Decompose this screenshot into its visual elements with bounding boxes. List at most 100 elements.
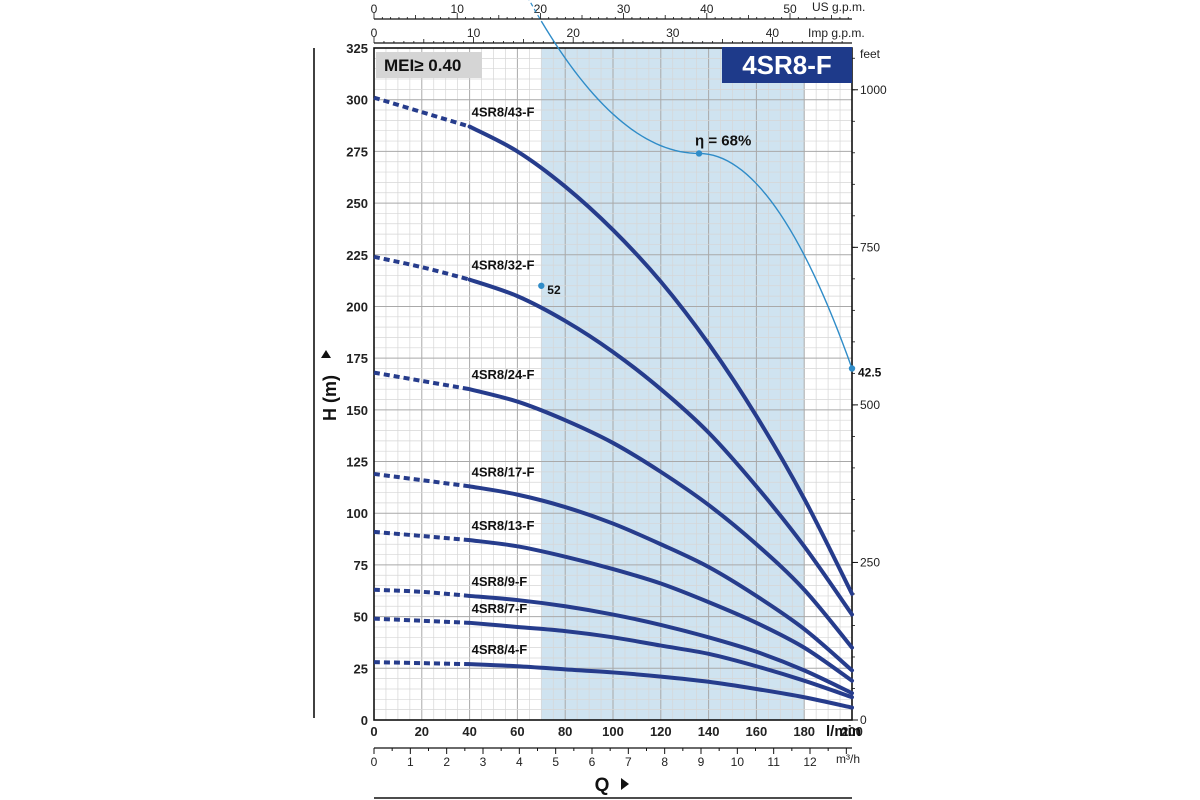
efficiency-point bbox=[695, 150, 703, 157]
y-tick-label: 200 bbox=[346, 299, 368, 314]
us-gpm-unit-label: US g.p.m. bbox=[812, 0, 865, 14]
pump-curve-dashed bbox=[373, 529, 470, 543]
pump-curve-label: 4SR8/43-F bbox=[472, 105, 535, 120]
efficiency-point bbox=[538, 282, 545, 289]
m3h-tick-label: 3 bbox=[480, 755, 487, 769]
x-tick-label: 180 bbox=[793, 724, 815, 739]
x-tick-label: 200 bbox=[841, 724, 863, 739]
x-tick-label: 80 bbox=[558, 724, 572, 739]
pump-curve-label: 4SR8/9-F bbox=[472, 574, 528, 589]
efficiency-point bbox=[848, 365, 856, 372]
m3h-tick-label: 1 bbox=[407, 755, 414, 769]
feet-tick-label: 500 bbox=[860, 398, 880, 412]
y-tick-label: 100 bbox=[346, 506, 368, 521]
imp-gpm-unit-label: Imp g.p.m. bbox=[808, 26, 865, 40]
mei-badge-bg bbox=[376, 52, 482, 78]
m3h-tick-label: 12 bbox=[803, 755, 817, 769]
feet-tick-label: 0 bbox=[860, 713, 867, 727]
chart-title: 4SR8-F bbox=[742, 50, 832, 80]
pump-curve bbox=[467, 593, 854, 696]
x-axis-label: Q bbox=[595, 775, 610, 796]
efficiency-peak-label: η = 68% bbox=[695, 132, 751, 149]
pump-curve-dashed bbox=[373, 660, 470, 667]
imp-gpm-tick-label: 30 bbox=[666, 26, 680, 40]
pump-curve bbox=[467, 538, 854, 683]
us-gpm-tick-label: 40 bbox=[700, 2, 714, 16]
x-unit-label: l/min bbox=[826, 723, 861, 740]
us-gpm-tick-label: 0 bbox=[371, 2, 378, 16]
pump-curve-dashed bbox=[373, 616, 470, 625]
x-tick-label: 60 bbox=[510, 724, 524, 739]
imp-gpm-tick-label: 20 bbox=[567, 26, 581, 40]
pump-curve-dashed bbox=[373, 254, 471, 282]
y-tick-label: 275 bbox=[346, 144, 368, 159]
m3h-tick-label: 5 bbox=[552, 755, 559, 769]
pump-curve bbox=[467, 620, 854, 700]
x-tick-label: 140 bbox=[698, 724, 720, 739]
m3h-tick-label: 0 bbox=[371, 755, 378, 769]
m3h-tick-label: 11 bbox=[767, 755, 780, 769]
y-tick-label: 325 bbox=[346, 41, 368, 56]
m3h-tick-label: 10 bbox=[731, 755, 745, 769]
efficiency-point-label: 42.5 bbox=[858, 365, 882, 379]
pump-curve bbox=[467, 662, 854, 710]
pump-curve-label: 4SR8/24-F bbox=[472, 367, 535, 382]
pump-curve-dashed bbox=[373, 95, 471, 129]
feet-tick-label: 750 bbox=[860, 240, 880, 254]
pump-curve-dashed bbox=[373, 471, 470, 489]
pump-curve-dashed bbox=[373, 587, 470, 598]
us-gpm-tick-label: 30 bbox=[617, 2, 631, 16]
y-axis-label: H (m) bbox=[320, 375, 340, 421]
pump-curve bbox=[467, 387, 854, 650]
y-tick-label: 50 bbox=[354, 610, 368, 625]
pump-curve bbox=[467, 277, 854, 617]
title-badge-bg bbox=[722, 47, 852, 83]
us-gpm-tick-label: 50 bbox=[783, 2, 797, 16]
x-tick-label: 20 bbox=[415, 724, 429, 739]
y-axis-arrow-icon bbox=[321, 350, 331, 358]
y-tick-label: 75 bbox=[354, 558, 368, 573]
pump-curve-dashed bbox=[373, 370, 470, 392]
imp-gpm-tick-label: 10 bbox=[467, 26, 481, 40]
pump-curve-label: 4SR8/13-F bbox=[472, 518, 535, 533]
us-gpm-tick-label: 20 bbox=[534, 2, 548, 16]
pump-curve-label: 4SR8/32-F bbox=[472, 258, 535, 273]
efficiency-layer: 52 42.5 η = 68% bbox=[528, 0, 882, 379]
x-tick-label: 40 bbox=[462, 724, 476, 739]
pump-curve-label: 4SR8/7-F bbox=[472, 601, 528, 616]
pump-curve bbox=[467, 124, 854, 596]
y-tick-label: 125 bbox=[346, 455, 368, 470]
m3h-tick-label: 4 bbox=[516, 755, 523, 769]
mei-label: MEI≥ 0.40 bbox=[384, 56, 461, 75]
m3h-tick-label: 2 bbox=[443, 755, 450, 769]
pump-curve-label: 4SR8/17-F bbox=[472, 464, 535, 479]
m3h-tick-label: 9 bbox=[698, 755, 705, 769]
imp-gpm-tick-label: 40 bbox=[766, 26, 780, 40]
curves-layer: 4SR8/43-F 4SR8/32-F 4SR8/24-F 4SR8/17-F 4SR8… bbox=[373, 95, 854, 710]
y-tick-label: 25 bbox=[354, 661, 368, 676]
x-axis-arrow-icon bbox=[621, 778, 629, 790]
bottom-unit-label: m³/h bbox=[836, 752, 860, 766]
y-tick-label: 225 bbox=[346, 248, 368, 263]
y-tick-label: 150 bbox=[346, 403, 368, 418]
pump-curve-label: 4SR8/4-F bbox=[472, 642, 528, 657]
m3h-tick-label: 8 bbox=[661, 755, 668, 769]
m3h-tick-label: 7 bbox=[625, 755, 632, 769]
x-tick-label: 160 bbox=[746, 724, 768, 739]
imp-gpm-tick-label: 0 bbox=[371, 26, 378, 40]
m3h-tick-label: 6 bbox=[589, 755, 596, 769]
efficiency-point-label: 52 bbox=[547, 283, 561, 297]
x-tick-label: 120 bbox=[650, 724, 672, 739]
x-tick-label: 100 bbox=[602, 724, 624, 739]
pump-curve bbox=[467, 484, 854, 673]
us-gpm-tick-label: 10 bbox=[451, 2, 465, 16]
x-tick-label: 0 bbox=[370, 724, 377, 739]
right-unit-label: feet bbox=[860, 47, 881, 61]
feet-tick-label: 250 bbox=[860, 555, 880, 569]
y-tick-label: 175 bbox=[346, 351, 368, 366]
y-tick-label: 250 bbox=[346, 196, 368, 211]
y-tick-label: 300 bbox=[346, 93, 368, 108]
plot-frame bbox=[373, 47, 853, 721]
